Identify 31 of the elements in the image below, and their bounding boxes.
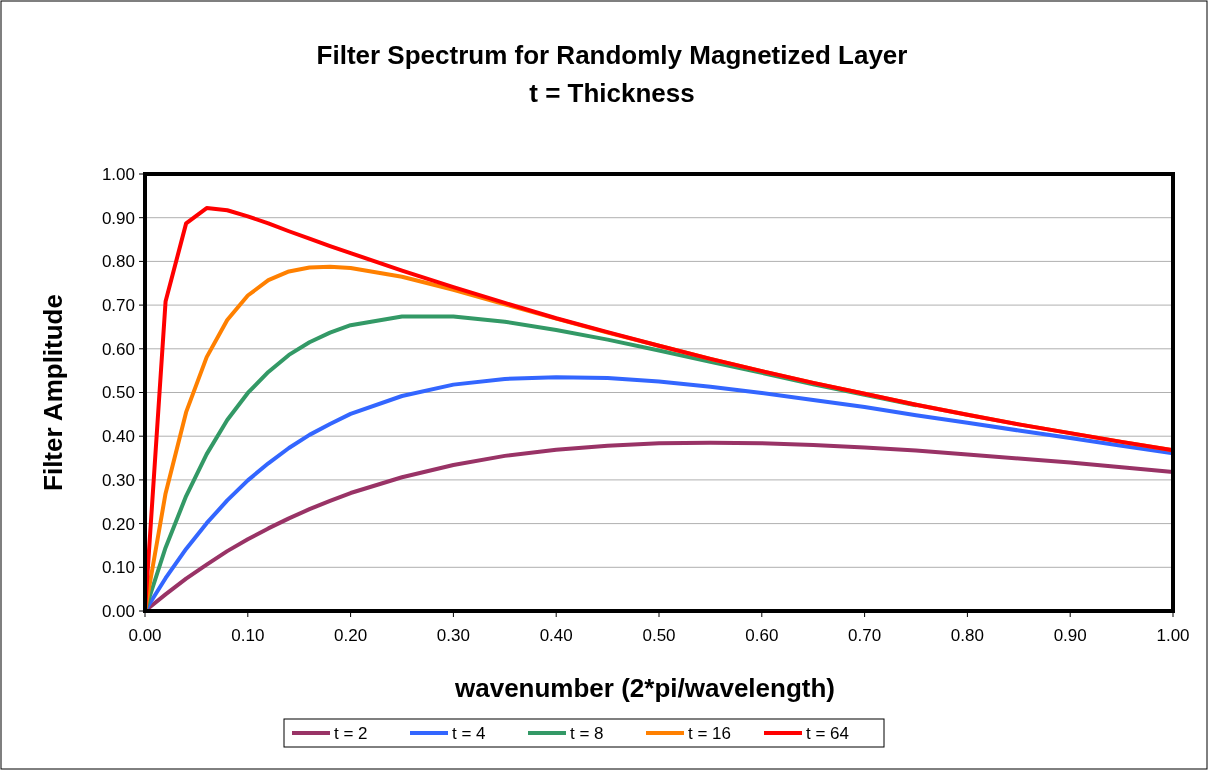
x-tick-label: 0.90	[1053, 626, 1087, 645]
chart-title: Filter Spectrum for Randomly Magnetized Layer	[316, 40, 908, 70]
legend-label: t = 2	[334, 723, 368, 743]
y-tick-label: 0.70	[101, 296, 135, 316]
x-tick-label: 1.00	[1156, 626, 1190, 645]
y-tick-label: 0.50	[101, 383, 135, 403]
y-axis-title: Filter Amplitude	[38, 294, 68, 491]
x-tick-label: 0.10	[231, 626, 265, 645]
legend-label: t = 8	[570, 723, 604, 743]
y-tick-label: 0.10	[101, 558, 135, 578]
y-tick-label: 0.60	[101, 339, 135, 359]
y-tick-label: 0.00	[101, 601, 135, 621]
x-tick-label: 0.20	[334, 626, 368, 645]
y-tick-label: 0.20	[101, 514, 135, 534]
y-tick-label: 0.80	[101, 252, 135, 272]
chart-subtitle: t = Thickness	[529, 78, 695, 108]
legend-label: t = 4	[452, 723, 486, 743]
x-tick-label: 0.00	[128, 626, 162, 645]
x-tick-label: 0.40	[539, 626, 573, 645]
x-axis-title: wavenumber (2*pi/wavelength)	[454, 673, 835, 703]
x-tick-label: 0.60	[745, 626, 779, 645]
legend-label: t = 64	[806, 723, 850, 743]
y-tick-label: 1.00	[101, 164, 135, 184]
x-tick-label: 0.80	[950, 626, 984, 645]
x-tick-label: 0.50	[642, 626, 676, 645]
x-tick-label: 0.70	[848, 626, 882, 645]
y-tick-label: 0.30	[101, 470, 135, 490]
y-tick-label: 0.90	[101, 208, 135, 228]
y-tick-label: 0.40	[101, 427, 135, 447]
legend-label: t = 16	[688, 723, 732, 743]
x-tick-label: 0.30	[436, 626, 470, 645]
